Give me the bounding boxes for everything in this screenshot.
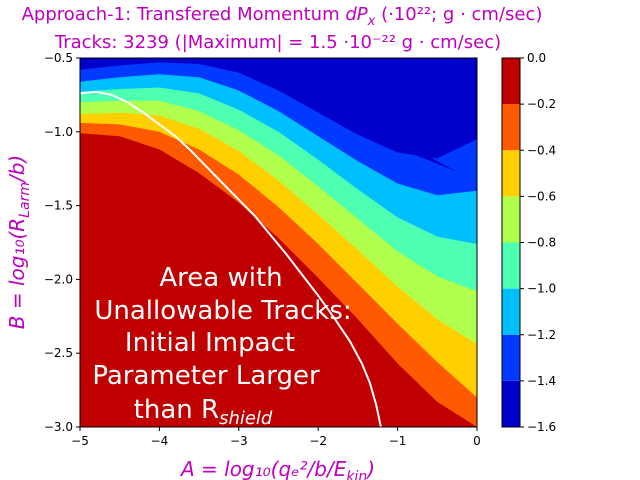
y-tick-label: −2.0	[44, 272, 73, 286]
chart-title-line1: Approach-1: Transfered Momentum dPx (·10…	[22, 4, 543, 29]
colorbar-segment	[502, 288, 520, 335]
colorbar-segment	[502, 150, 520, 197]
y-tick-label: −0.5	[44, 51, 73, 65]
y-tick-label: −1.5	[44, 199, 73, 213]
x-tick-label: −5	[71, 434, 89, 448]
colorbar-tick-label: 0.0	[527, 51, 546, 65]
x-tick-label: −4	[151, 434, 169, 448]
colorbar-segment	[502, 242, 520, 289]
contour-band-inner	[195, 63, 458, 172]
contour-bands	[80, 58, 477, 427]
y-axis-ticks: −0.5 −1.0 −1.5 −2.0 −2.5 −3.0	[44, 51, 80, 434]
colorbar-segment	[502, 58, 520, 105]
colorbar-tick-label: −1.2	[527, 328, 556, 342]
colorbar-tick-label: −1.0	[527, 282, 556, 296]
x-axis-label: A = log₁₀(qₑ²/b/Ekin)	[179, 457, 375, 480]
colorbar: −1.6 −1.4 −1.2 −1.0 −0.8 −0.6 −0.4 −0.2 0.0	[501, 51, 556, 434]
x-tick-label: −2	[309, 434, 327, 448]
colorbar-tick-label: −0.2	[527, 97, 556, 111]
x-axis-ticks: −5 −4 −3 −2 −1 0	[71, 427, 481, 448]
chart-title-line2: Tracks: 3239 (|Maximum| = 1.5 ·10⁻²² g ·…	[54, 32, 501, 53]
y-axis-label: B = log₁₀(RLarm/b)	[5, 155, 33, 329]
colorbar-segment	[502, 196, 520, 243]
colorbar-tick-label: −0.6	[527, 189, 556, 203]
colorbar-tick-label: −1.6	[527, 420, 556, 434]
boundary-line	[80, 90, 382, 427]
annotation-line-2: Unallowable Tracks:	[94, 296, 351, 326]
colorbar-tick-label: −0.8	[527, 236, 556, 250]
colorbar-tick-label: −1.4	[527, 374, 556, 388]
colorbar-segment	[502, 104, 520, 151]
annotation-line-4: Parameter Larger	[92, 361, 320, 391]
region-annotation: Area with Unallowable Tracks: Initial Im…	[92, 263, 351, 429]
x-tick-label: −1	[389, 434, 407, 448]
x-tick-label: 0	[473, 434, 481, 448]
annotation-line-3: Initial Impact	[125, 328, 295, 358]
y-tick-label: −3.0	[44, 420, 73, 434]
x-tick-label: −3	[230, 434, 248, 448]
annotation-line-5: than Rshield	[134, 395, 273, 429]
colorbar-segment	[502, 380, 520, 427]
plot-frame	[79, 57, 478, 428]
plot-area	[79, 57, 478, 428]
y-tick-label: −1.0	[44, 125, 73, 139]
colorbar-tick-label: −0.4	[527, 143, 556, 157]
y-tick-label: −2.5	[44, 346, 73, 360]
annotation-line-1: Area with	[159, 263, 282, 293]
colorbar-segment	[502, 334, 520, 381]
